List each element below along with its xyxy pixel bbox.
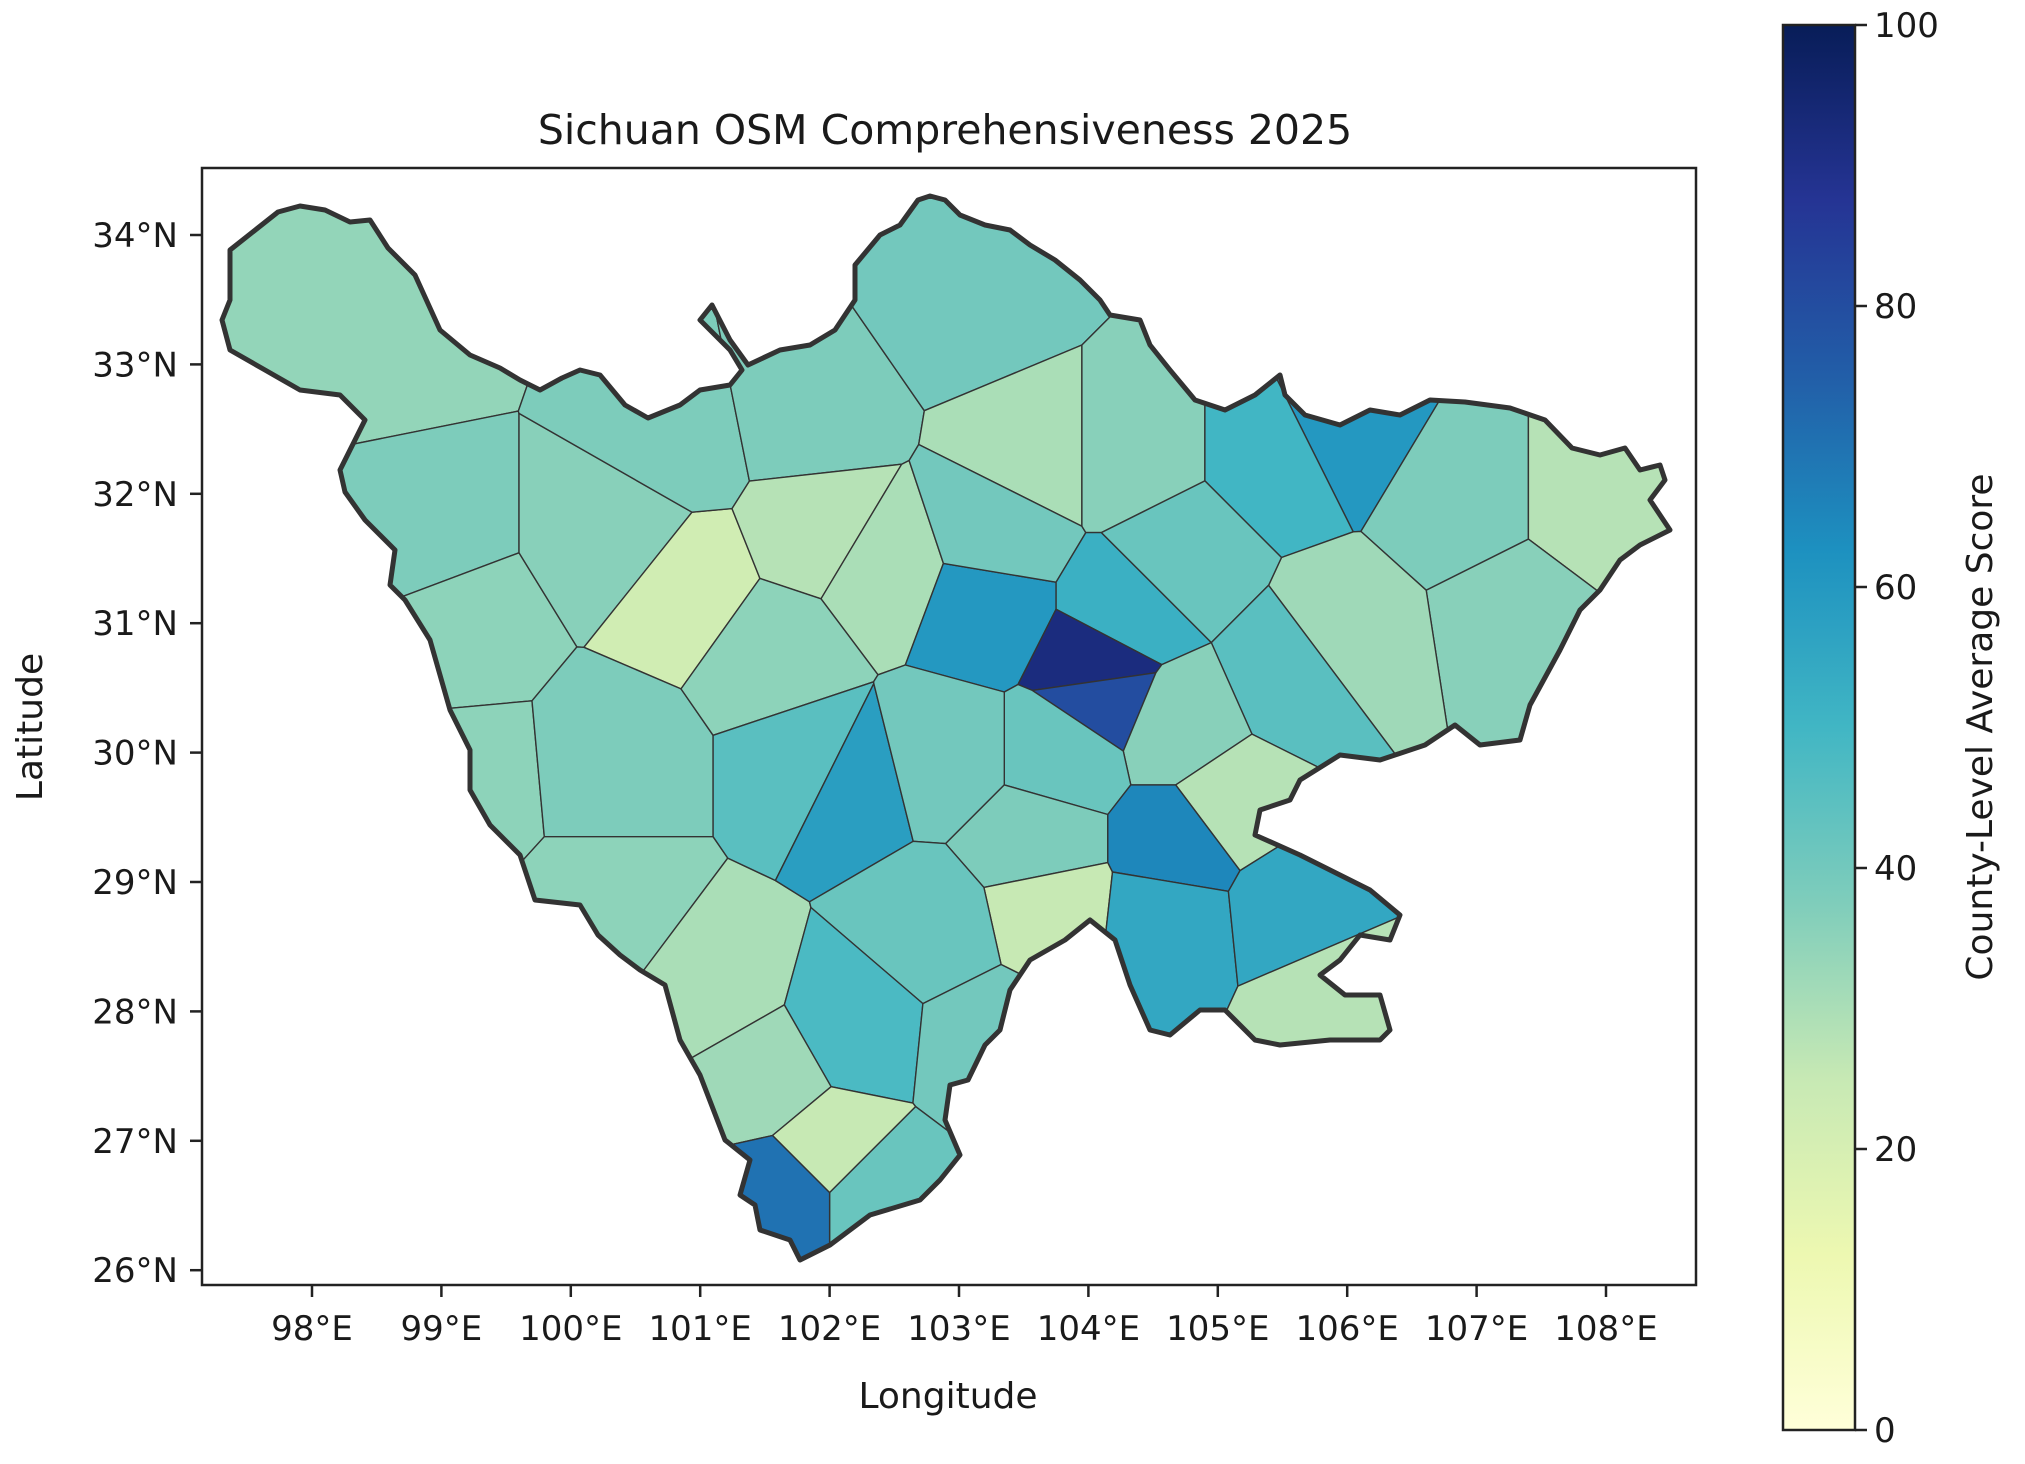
y-tick-label: 32°N xyxy=(92,475,178,515)
colorbar-tick-label: 60 xyxy=(1874,568,1917,608)
colorbar-ticks: 100 80 60 40 20 0 xyxy=(1855,6,1939,1451)
y-tick-label: 29°N xyxy=(92,863,178,903)
colorbar-tick-label: 0 xyxy=(1874,1411,1896,1451)
y-tick-label: 31°N xyxy=(92,604,178,644)
colorbar: 100 80 60 40 20 0 County-Level Average Score xyxy=(1781,6,2001,1451)
colorbar-tick-label: 20 xyxy=(1874,1130,1917,1170)
colorbar-tick-label: 100 xyxy=(1874,6,1939,46)
x-tick-label: 107°E xyxy=(1425,1309,1528,1349)
x-tick-label: 101°E xyxy=(649,1309,752,1349)
x-axis-label: Longitude xyxy=(858,1376,1037,1417)
x-tick-label: 105°E xyxy=(1166,1309,1269,1349)
colorbar-label: County-Level Average Score xyxy=(1960,473,2001,980)
x-tick-label: 102°E xyxy=(778,1309,881,1349)
y-axis-label: Latitude xyxy=(10,653,51,801)
chart-title: Sichuan OSM Comprehensiveness 2025 xyxy=(538,106,1352,154)
y-tick-label: 28°N xyxy=(92,992,178,1032)
y-tick-label: 34°N xyxy=(92,216,178,256)
y-tick-label: 27°N xyxy=(92,1122,178,1162)
x-tick-label: 104°E xyxy=(1037,1309,1140,1349)
x-tick-label: 108°E xyxy=(1554,1309,1657,1349)
x-tick-label: 100°E xyxy=(519,1309,622,1349)
y-tick-label: 33°N xyxy=(92,345,178,385)
colorbar-tick-label: 40 xyxy=(1874,849,1917,889)
x-axis: 98°E 99°E 100°E 101°E 102°E 103°E 104°E 105°E 10… xyxy=(271,1285,1658,1349)
colorbar-tick-label: 80 xyxy=(1874,287,1917,327)
x-tick-label: 103°E xyxy=(907,1309,1010,1349)
x-tick-label: 98°E xyxy=(271,1309,353,1349)
y-tick-label: 30°N xyxy=(92,734,178,774)
x-tick-label: 106°E xyxy=(1296,1309,1399,1349)
y-axis: 34°N 33°N 32°N 31°N 30°N 29°N 28°N 27°N 26°N xyxy=(92,216,202,1291)
x-tick-label: 99°E xyxy=(401,1309,483,1349)
colorbar-gradient xyxy=(1781,23,1857,1432)
y-tick-label: 26°N xyxy=(92,1251,178,1291)
